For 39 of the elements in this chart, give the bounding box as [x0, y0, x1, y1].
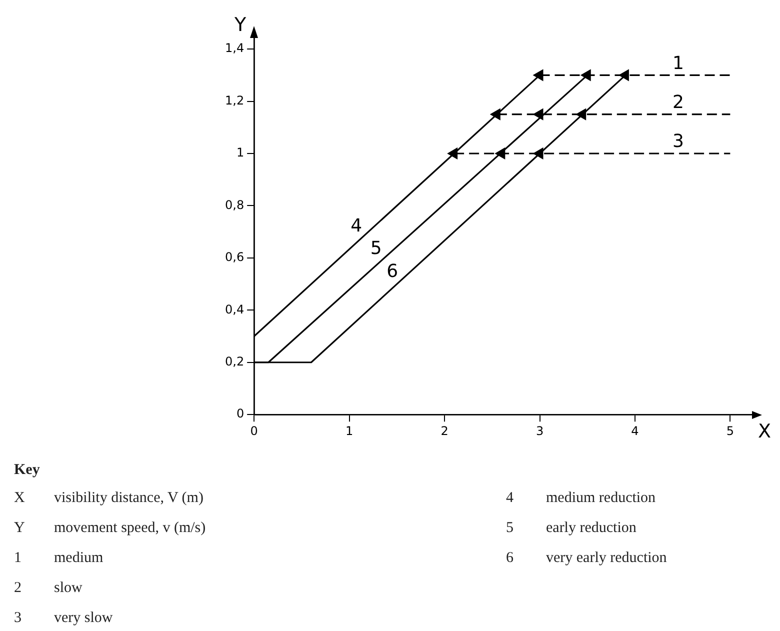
- y-tick-label: 1,4: [224, 41, 244, 56]
- series-label: 4: [350, 215, 362, 236]
- text: slow: [54, 580, 82, 596]
- x-axis-title: X: [758, 420, 772, 443]
- x-tick-label: 5: [726, 424, 734, 438]
- text: 5: [506, 520, 514, 537]
- series-label: 6: [386, 260, 398, 282]
- y-axis-title: Y: [233, 14, 246, 36]
- series-label: 2: [672, 92, 684, 114]
- x-tick-label: 3: [536, 424, 544, 438]
- text: 3: [14, 610, 22, 627]
- text: X: [14, 490, 26, 507]
- y-tick-label: 1,2: [224, 93, 244, 108]
- y-tick-label: 0,4: [224, 302, 244, 316]
- series-label: 5: [370, 238, 382, 260]
- text: medium: [54, 550, 104, 566]
- y-tick-label: 0,2: [224, 354, 244, 369]
- y-tick-label: 0,8: [224, 198, 244, 212]
- text: Key: [14, 462, 41, 479]
- text: very slow: [54, 610, 113, 626]
- text: movement speed, v (m/s): [54, 520, 206, 536]
- x-tick-label: 2: [440, 424, 448, 438]
- y-tick-label: 1: [236, 146, 244, 160]
- text: 2: [14, 580, 22, 597]
- text: 4: [506, 490, 514, 507]
- series-label: 1: [672, 52, 684, 74]
- text: early reduction: [546, 520, 636, 536]
- y-tick-label: 0: [236, 406, 244, 421]
- x-tick-label: 0: [250, 424, 258, 438]
- text: 6: [506, 550, 514, 567]
- text: medium reduction: [546, 490, 656, 506]
- x-tick-label: 4: [631, 424, 639, 438]
- series-label: 3: [672, 131, 684, 152]
- x-tick-label: 1: [345, 424, 354, 438]
- text: 1: [14, 550, 22, 567]
- y-tick-label: 0,6: [224, 250, 244, 264]
- text: very early reduction: [546, 550, 667, 566]
- text: Y: [14, 520, 26, 537]
- text: visibility distance, V (m): [54, 490, 204, 506]
